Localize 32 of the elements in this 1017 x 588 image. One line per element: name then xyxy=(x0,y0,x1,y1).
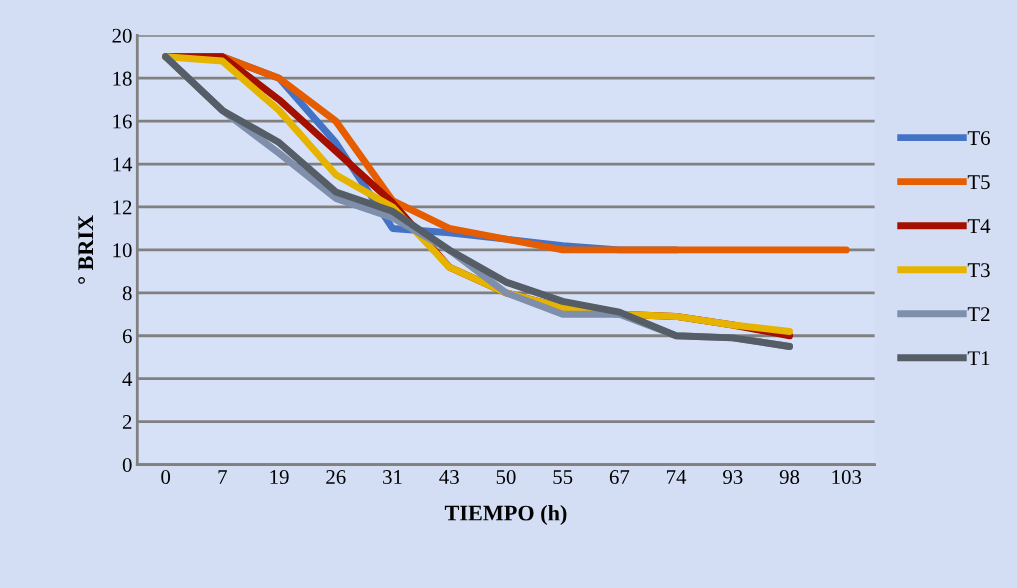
y-tick-label: 16 xyxy=(113,114,132,129)
x-tick-label: 98 xyxy=(779,469,800,485)
y-tick-label: 0 xyxy=(122,457,132,472)
x-tick-label: 103 xyxy=(832,469,862,485)
y-tick-label: 10 xyxy=(113,243,132,258)
x-tick-label: 74 xyxy=(667,470,687,484)
x-tick-label: 0 xyxy=(161,469,171,485)
x-tick-label: 93 xyxy=(723,470,743,485)
y-tick-label: 4 xyxy=(122,372,133,386)
x-tick-label: 50 xyxy=(496,469,516,485)
legend-label: T3 xyxy=(967,263,990,278)
legend-label: T2 xyxy=(967,307,990,321)
x-axis-title: TIEMPO (h) xyxy=(444,504,567,526)
y-tick-label: 8 xyxy=(122,286,132,301)
x-tick-label: 7 xyxy=(218,470,227,484)
legend-label: T4 xyxy=(967,219,991,233)
y-tick-label: 18 xyxy=(113,71,132,86)
y-tick-label: 14 xyxy=(113,157,133,172)
y-tick-label: 2 xyxy=(122,415,132,429)
x-tick-label: 55 xyxy=(553,470,573,485)
legend-label: T5 xyxy=(967,175,990,190)
x-tick-label: 43 xyxy=(439,470,459,485)
y-tick-label: 20 xyxy=(112,28,132,43)
y-axis-title: ° BRIX xyxy=(78,215,94,284)
x-tick-label: 19 xyxy=(270,470,289,485)
legend-label: T6 xyxy=(967,131,990,146)
y-tick-label: 6 xyxy=(122,329,132,344)
x-tick-label: 67 xyxy=(609,470,630,485)
x-tick-label: 31 xyxy=(383,470,402,485)
legend-label: T1 xyxy=(967,351,990,366)
x-tick-label: 26 xyxy=(326,470,346,485)
y-tick-label: 12 xyxy=(113,200,132,215)
